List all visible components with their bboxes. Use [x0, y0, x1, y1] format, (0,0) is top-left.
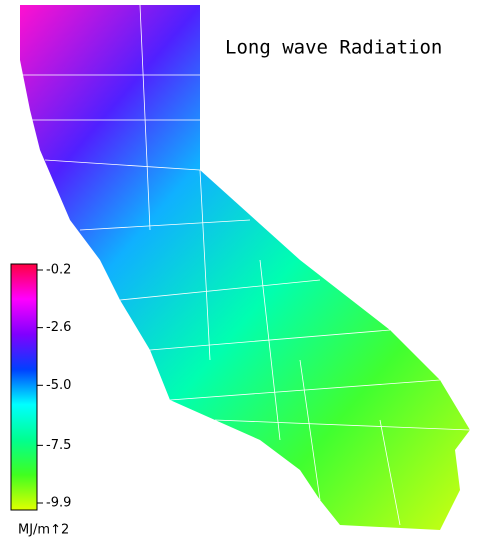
colorbar-tick-label: -7.5: [46, 438, 71, 453]
colorbar-unit: MJ/m↑2: [18, 523, 69, 538]
colorbar-tick-label: -5.0: [46, 378, 71, 393]
colorbar: [10, 263, 38, 511]
colorbar-tick-label: -2.6: [46, 320, 71, 335]
map-title: Long wave Radiation: [225, 37, 442, 59]
california: [20, 5, 470, 530]
colorbar-tick-label: -0.2: [46, 263, 71, 278]
colorbar-tick-label: -9.9: [46, 496, 71, 511]
county-lines: [20, 4, 471, 526]
